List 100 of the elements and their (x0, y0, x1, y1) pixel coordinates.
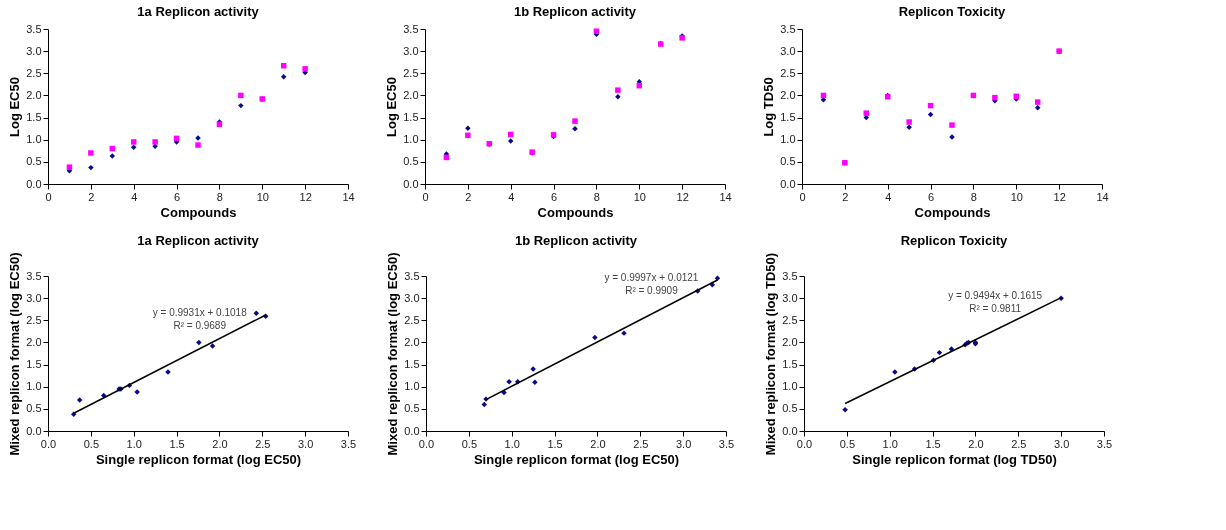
x-axis-title: Compounds (537, 204, 614, 220)
y-tick-label: 2.0 (780, 88, 796, 101)
x-tick-label: 3.0 (1053, 437, 1070, 450)
x-tick-label: 3.0 (675, 437, 692, 450)
x-tick-label: 1.0 (126, 437, 142, 450)
x-tick-label: 14 (1096, 190, 1109, 203)
x-tick-label: 0 (422, 190, 429, 203)
y-tick-label: 1.5 (782, 358, 798, 371)
x-tick-label: 2.5 (1011, 437, 1027, 450)
x-tick-label: 1.5 (169, 437, 185, 450)
y-tick-label: 2.0 (403, 88, 419, 101)
x-tick-label: 0.5 (83, 437, 100, 450)
y-tick-label: 1.0 (404, 380, 420, 393)
x-tick-label: 12 (1053, 190, 1066, 203)
y-tick-label: 3.0 (780, 44, 796, 57)
x-tick-label: 3.0 (297, 437, 314, 450)
y-tick-label: 1.5 (404, 358, 420, 371)
x-tick-label: 12 (676, 190, 689, 203)
annotation: R² = 0.9689 (173, 319, 227, 331)
x-tick-label: 4 (508, 190, 515, 203)
x-tick-label: 14 (719, 190, 732, 203)
y-tick-label: 2.5 (782, 313, 798, 326)
x-tick-label: 1.0 (882, 437, 898, 450)
y-tick-label: 0.0 (26, 177, 42, 190)
x-tick-label: 3.5 (340, 437, 357, 450)
y-tick-label: 1.0 (780, 133, 796, 146)
annotation: R² = 0.9811 (969, 302, 1022, 314)
y-tick-label: 1.5 (26, 111, 42, 124)
x-tick-label: 8 (593, 190, 600, 203)
y-tick-label: 0.0 (26, 424, 42, 437)
y-tick-label: 1.5 (780, 111, 796, 124)
y-tick-label: 0.5 (782, 402, 798, 415)
y-tick-label: 1.5 (403, 111, 419, 124)
x-tick-label: 2.0 (590, 437, 606, 450)
x-tick-label: 2 (88, 190, 95, 203)
y-tick-label: 3.0 (782, 291, 798, 304)
y-tick-label: 3.0 (26, 291, 42, 304)
x-tick-label: 10 (1010, 190, 1023, 203)
y-tick-label: 2.0 (404, 335, 420, 348)
y-tick-label: 2.0 (782, 335, 798, 348)
y-tick-label: 1.0 (403, 133, 419, 146)
x-tick-label: 0.5 (839, 437, 856, 450)
y-tick-label: 0.5 (26, 155, 42, 168)
annotation: y = 0.9997x + 0.0121 (604, 271, 699, 283)
annotation: y = 0.9494x + 0.1615 (948, 289, 1043, 301)
x-tick-label: 8 (216, 190, 223, 203)
chart-title: 1b Replicon activity (513, 4, 637, 19)
x-tick-label: 3.5 (1096, 437, 1113, 450)
y-tick-label: 2.5 (404, 313, 420, 326)
x-tick-label: 8 (970, 190, 977, 203)
x-tick-label: 2.0 (968, 437, 984, 450)
y-tick-label: 0.0 (780, 177, 796, 190)
x-tick-label: 0.0 (40, 437, 57, 450)
y-tick-label: 0.5 (26, 402, 42, 415)
y-tick-label: 2.0 (26, 88, 42, 101)
y-tick-label: 2.5 (26, 313, 42, 326)
chart-title: 1b Replicon activity (514, 233, 638, 249)
y-axis-title: Log TD50 (761, 77, 777, 137)
y-tick-label: 0.5 (403, 155, 419, 168)
x-tick-label: 1.5 (925, 437, 941, 450)
x-tick-label: 10 (256, 190, 269, 203)
x-tick-label: 0 (45, 190, 52, 203)
x-tick-label: 1.0 (504, 437, 520, 450)
y-tick-label: 1.0 (26, 380, 42, 393)
y-tick-label: 3.5 (403, 22, 419, 35)
x-tick-label: 2.5 (633, 437, 649, 450)
y-tick-label: 0.0 (782, 424, 798, 437)
x-tick-label: 6 (551, 190, 558, 203)
y-axis-title: Mixed replicon format (log TD50) (763, 252, 779, 456)
x-axis-title: Compounds (914, 204, 991, 220)
x-tick-label: 12 (299, 190, 312, 203)
x-tick-label: 6 (928, 190, 935, 203)
x-tick-label: 1.5 (547, 437, 563, 450)
x-tick-label: 14 (342, 190, 355, 203)
y-tick-label: 0.5 (780, 155, 796, 168)
annotation: R² = 0.9909 (625, 284, 679, 296)
y-axis-title: Log EC50 (384, 77, 400, 137)
x-axis-title: Single replicon format (log TD50) (852, 451, 1057, 467)
x-tick-label: 0 (799, 190, 806, 203)
x-axis-title: Single replicon format (log EC50) (95, 451, 302, 467)
x-tick-label: 2.5 (255, 437, 271, 450)
y-tick-label: 3.5 (26, 22, 42, 35)
x-tick-label: 0.0 (796, 437, 813, 450)
x-tick-label: 0.5 (461, 437, 478, 450)
x-tick-label: 4 (131, 190, 138, 203)
annotation: y = 0.9931x + 0.1018 (152, 306, 248, 318)
chart-title: 1a Replicon activity (137, 233, 260, 249)
y-tick-label: 1.0 (26, 133, 42, 146)
y-tick-label: 2.0 (26, 335, 42, 348)
y-tick-label: 3.5 (26, 269, 42, 282)
y-tick-label: 3.5 (404, 269, 420, 282)
chart-title: Replicon Toxicity (898, 4, 1007, 19)
x-tick-label: 4 (885, 190, 892, 203)
y-axis-title: Mixed replicon format (log EC50) (7, 252, 23, 456)
x-axis-title: Single replicon format (log EC50) (473, 451, 680, 467)
x-tick-label: 0.0 (418, 437, 435, 450)
y-tick-label: 2.5 (403, 66, 419, 79)
y-tick-label: 2.5 (780, 66, 796, 79)
chart-title: Replicon Toxicity (900, 233, 1009, 249)
y-tick-label: 3.0 (404, 291, 420, 304)
